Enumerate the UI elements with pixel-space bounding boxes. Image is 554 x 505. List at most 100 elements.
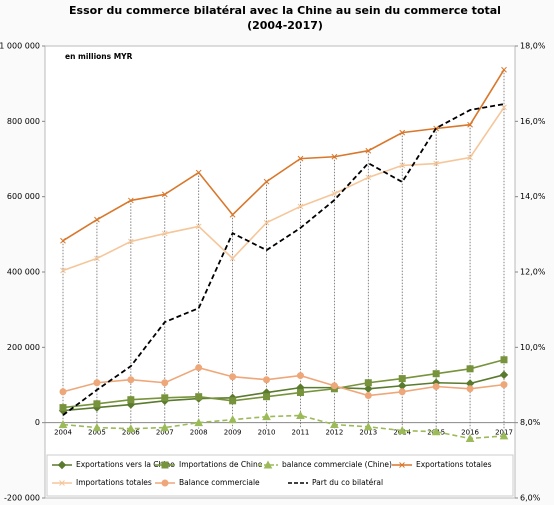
y-tick-label: 0 [35, 418, 40, 427]
marker [499, 431, 509, 440]
marker [365, 147, 372, 154]
marker [229, 397, 237, 405]
marker [195, 223, 202, 230]
marker [399, 129, 406, 136]
marker [330, 382, 338, 390]
series-line [62, 358, 505, 409]
marker [432, 383, 440, 391]
marker [466, 365, 474, 373]
marker [59, 480, 65, 486]
marker [500, 381, 508, 389]
y2-tick-label: 6,0% [520, 494, 541, 503]
marker [364, 392, 372, 400]
marker [263, 178, 270, 185]
y2-tick-label: 12,0% [520, 268, 546, 277]
marker [263, 393, 271, 401]
chart-subtitle: (2004-2017) [247, 19, 323, 32]
marker [127, 376, 135, 384]
series-line [62, 103, 505, 416]
marker [93, 400, 101, 408]
marker [297, 203, 304, 210]
marker [398, 375, 406, 383]
marker [296, 410, 305, 420]
y-tick-label: 800 000 [7, 117, 40, 126]
x-tick-label: 2007 [156, 429, 174, 437]
marker [161, 461, 169, 469]
series-line [62, 366, 505, 397]
x-tick-label: 2012 [325, 429, 343, 437]
legend-label: balance commerciale (Chine) [282, 460, 392, 469]
marker [93, 379, 101, 387]
annotation: en millions MYR [65, 52, 133, 61]
x-tick-label: 2016 [461, 429, 479, 437]
marker [466, 385, 474, 393]
marker [467, 154, 473, 161]
marker [297, 155, 304, 162]
x-tick-label: 2006 [122, 429, 140, 437]
marker [59, 388, 67, 396]
marker [94, 255, 100, 262]
y2-tick-label: 18,0% [520, 42, 546, 51]
marker [296, 389, 304, 397]
marker [60, 267, 66, 274]
marker [229, 211, 236, 218]
marker [161, 379, 169, 387]
marker [229, 255, 236, 262]
legend-label: Part du co bilatéral [312, 478, 383, 487]
marker [365, 174, 372, 181]
y2-tick-label: 10,0% [520, 343, 546, 352]
legend-label: Balance commerciale [179, 478, 260, 487]
marker [501, 104, 507, 111]
marker [467, 121, 473, 128]
marker [195, 364, 203, 372]
legend-label: Exportations totales [416, 460, 492, 469]
legend-label: Exportations vers la Chine [76, 460, 175, 469]
marker [431, 427, 441, 436]
marker [364, 379, 372, 387]
y2-tick-label: 16,0% [520, 117, 546, 126]
x-tick-label: 2004 [54, 429, 72, 437]
marker [465, 433, 475, 442]
x-tick-label: 2008 [190, 429, 208, 437]
marker [296, 372, 304, 380]
series-line [62, 374, 505, 412]
y-tick-label: 400 000 [7, 268, 40, 277]
legend-box [46, 454, 514, 497]
y-tick-label: 600 000 [7, 192, 40, 201]
legend-label: Importations totales [76, 478, 152, 487]
x-tick-label: 2013 [359, 429, 377, 437]
marker [228, 415, 237, 424]
marker [398, 388, 406, 396]
series-line [62, 106, 505, 272]
marker [160, 423, 170, 432]
marker [127, 197, 134, 204]
marker [331, 153, 338, 160]
marker [331, 190, 338, 197]
marker [58, 419, 68, 429]
marker [262, 412, 271, 421]
series-line [62, 69, 505, 242]
marker [195, 169, 202, 176]
y-tick-label: 200 000 [7, 343, 40, 352]
marker [92, 423, 102, 432]
series-line [62, 414, 505, 440]
marker [433, 160, 440, 167]
x-tick-label: 2010 [258, 429, 276, 437]
marker [195, 393, 203, 401]
marker [161, 230, 168, 237]
marker [500, 356, 508, 364]
marker [161, 479, 169, 487]
y2-tick-label: 14,0% [520, 192, 546, 201]
marker [229, 373, 237, 381]
marker [499, 370, 509, 380]
marker [94, 216, 100, 223]
marker [263, 460, 273, 469]
x-tick-label: 2011 [292, 429, 310, 437]
marker [397, 426, 407, 435]
legend-label: Importations de Chine [179, 460, 263, 469]
y-tick-label: -200 000 [4, 494, 40, 503]
marker [57, 460, 67, 470]
y2-tick-label: 8,0% [520, 418, 541, 427]
